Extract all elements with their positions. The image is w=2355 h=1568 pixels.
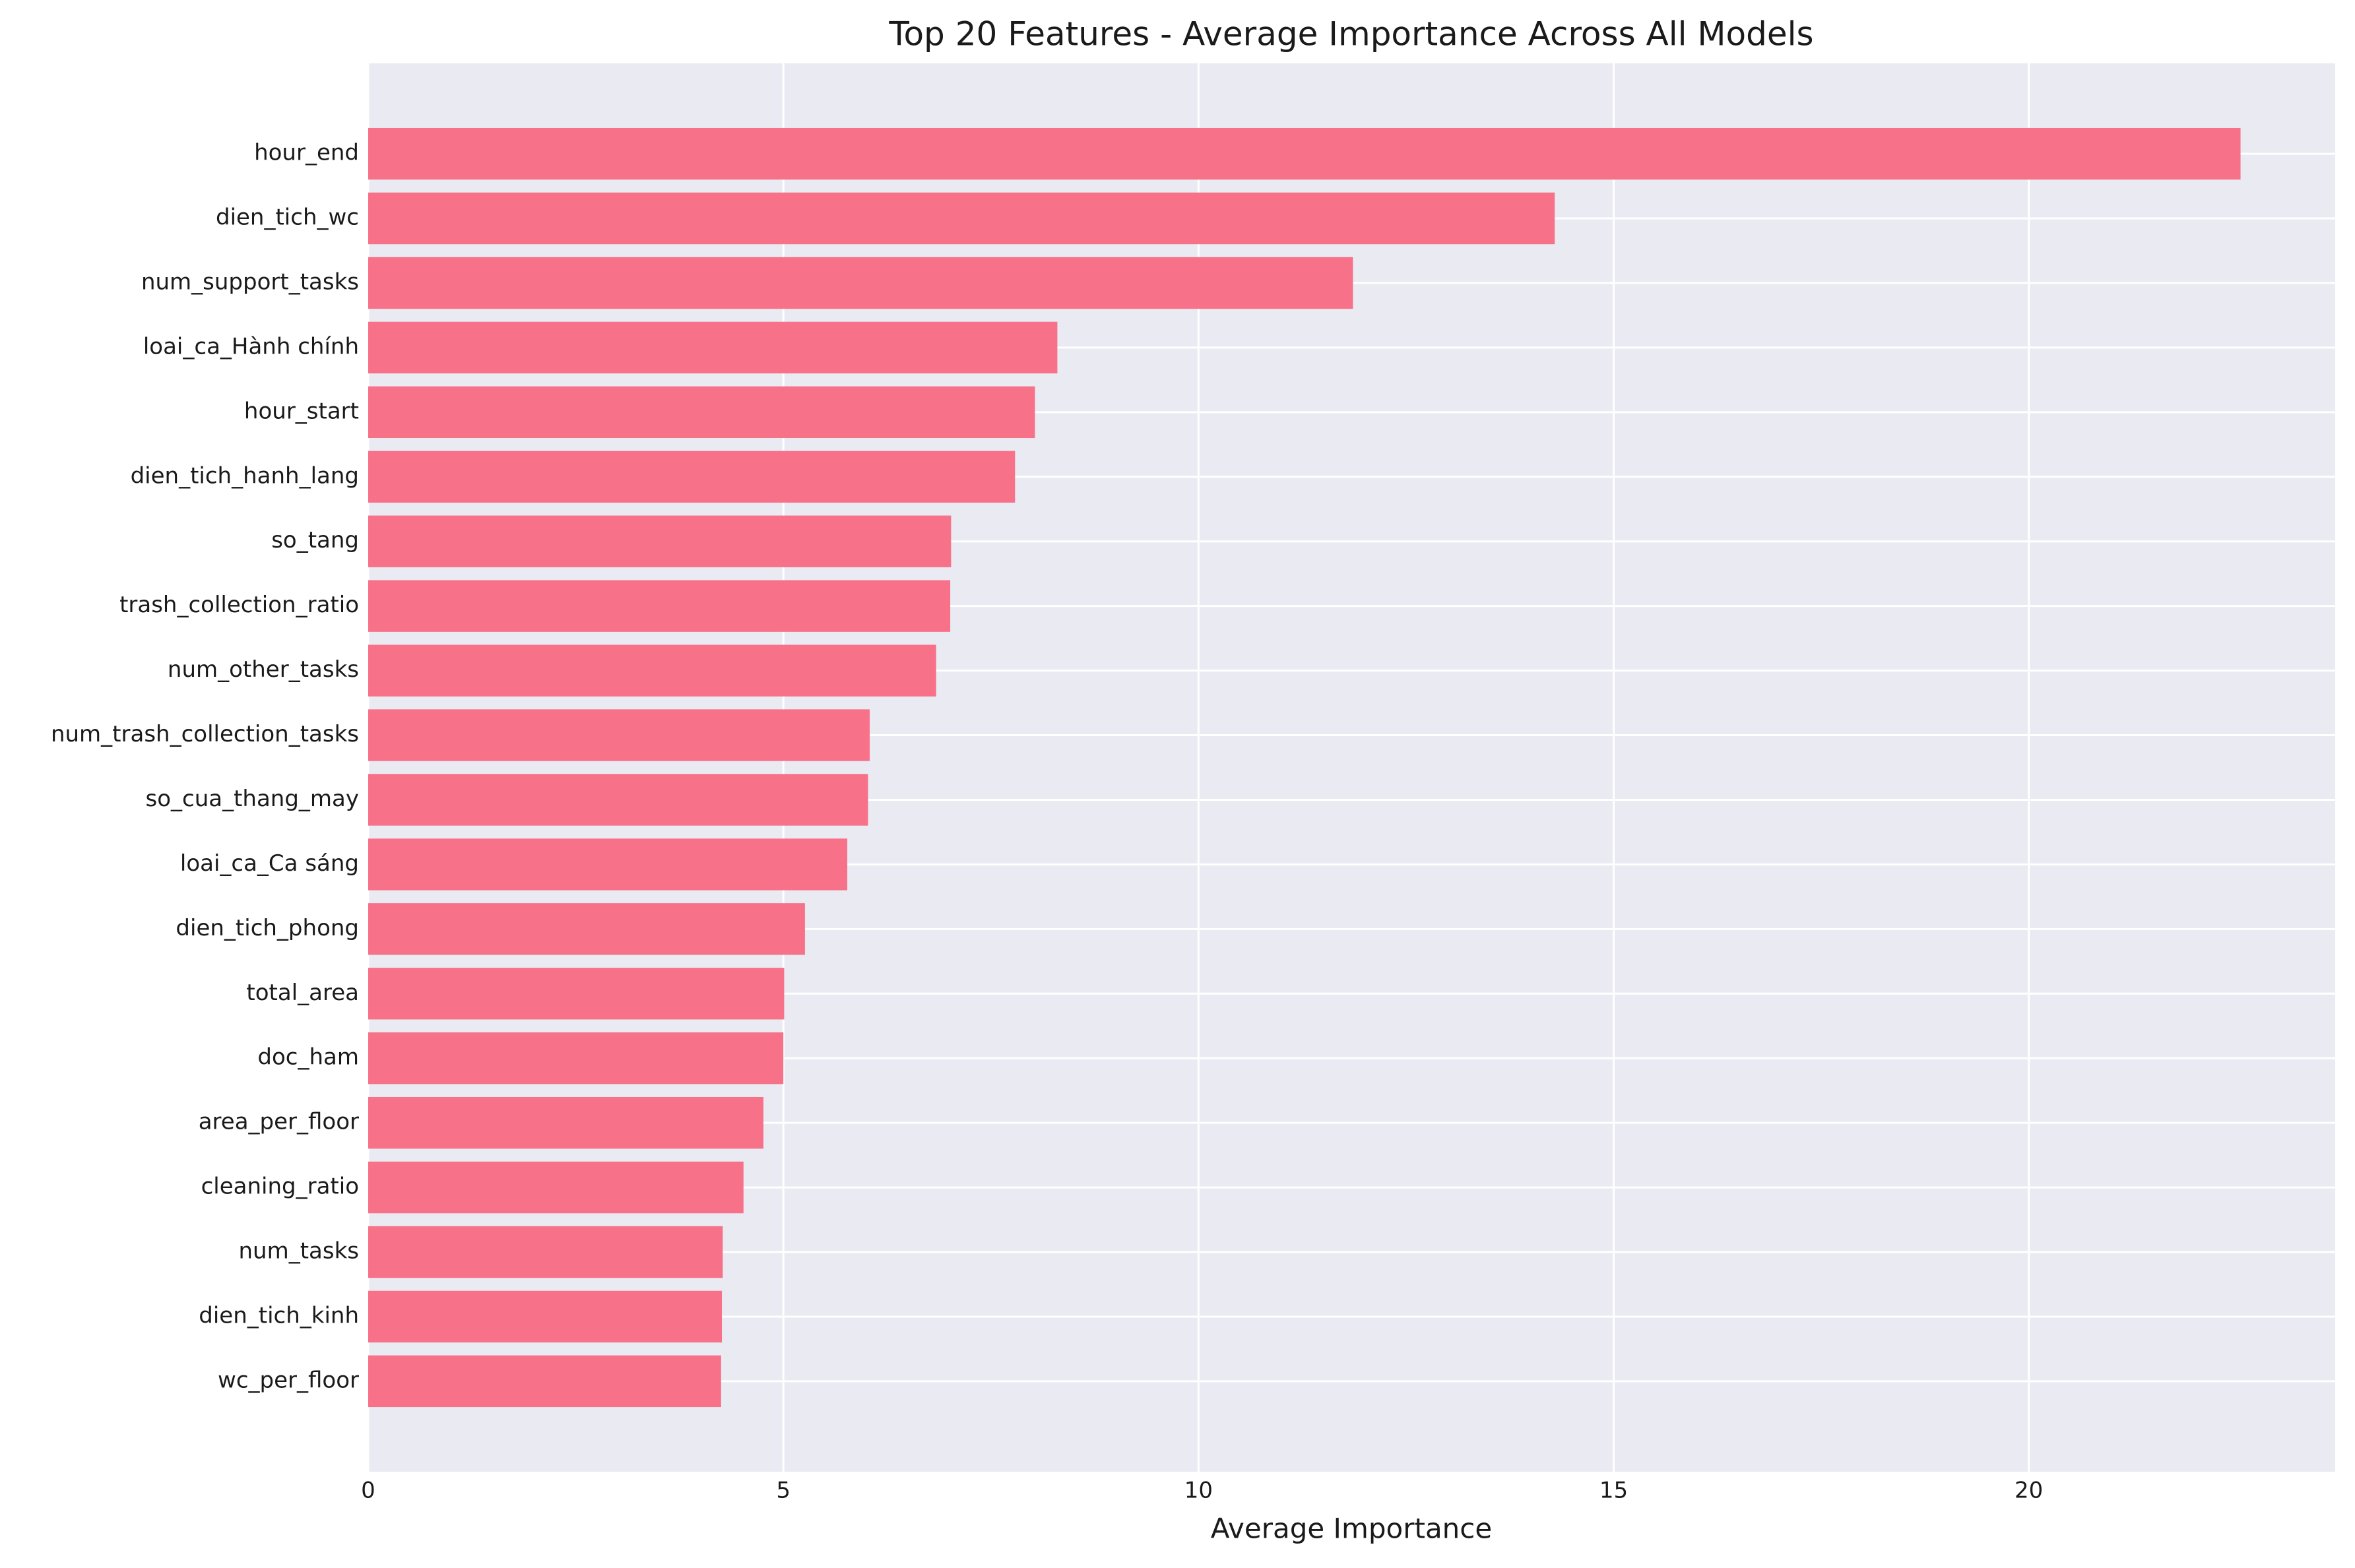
y-tick-label: doc_ham (257, 1044, 359, 1071)
y-tick-label: dien_tich_wc (216, 204, 359, 231)
bar (368, 1355, 721, 1408)
y-tick-label: hour_end (254, 140, 359, 166)
bar (368, 1290, 723, 1343)
bar (368, 451, 1016, 503)
x-tick-label: 20 (2015, 1478, 2043, 1504)
bar (368, 1161, 744, 1214)
y-tick-label: total_area (246, 980, 359, 1006)
y-tick-label: dien_tich_phong (176, 915, 359, 941)
y-tick-label: dien_tich_kinh (199, 1302, 359, 1329)
x-axis-label: Average Importance (1211, 1513, 1493, 1545)
y-tick-label: hour_start (244, 398, 359, 424)
chart-title: Top 20 Features - Average Importance Acr… (888, 15, 1813, 53)
y-tick-label: loai_ca_Hành chính (143, 333, 359, 360)
bar (368, 257, 1353, 309)
bar (368, 580, 951, 632)
bar (368, 386, 1035, 439)
bar (368, 192, 1555, 245)
bar (368, 838, 848, 891)
y-tick-label: num_support_tasks (141, 268, 359, 295)
bar (368, 903, 805, 955)
bar (368, 644, 936, 697)
bar (368, 1226, 723, 1278)
bar (368, 321, 1058, 374)
bar (368, 1096, 763, 1149)
y-tick-label: cleaning_ratio (201, 1174, 359, 1200)
y-tick-label: dien_tich_hanh_lang (131, 462, 359, 489)
y-tick-label: wc_per_floor (218, 1367, 359, 1393)
x-tick-label: 5 (776, 1478, 790, 1504)
y-tick-label: area_per_floor (199, 1109, 359, 1135)
y-tick-label: so_tang (271, 527, 359, 553)
bar (368, 1032, 784, 1084)
x-tick-label: 10 (1184, 1478, 1213, 1504)
bar (368, 515, 952, 567)
y-tick-label: num_other_tasks (168, 656, 359, 683)
y-tick-label: so_cua_thang_may (145, 786, 359, 812)
x-tick-label: 0 (361, 1478, 375, 1504)
y-tick-label: num_tasks (238, 1238, 359, 1265)
bar (368, 774, 868, 826)
y-tick-label: trash_collection_ratio (119, 592, 359, 618)
bar (368, 968, 785, 1020)
y-tick-label: loai_ca_Ca sáng (180, 850, 359, 877)
x-tick-label: 15 (1599, 1478, 1628, 1504)
y-tick-label: num_trash_collection_tasks (51, 721, 359, 747)
bar (368, 709, 870, 761)
bar (368, 127, 2241, 180)
